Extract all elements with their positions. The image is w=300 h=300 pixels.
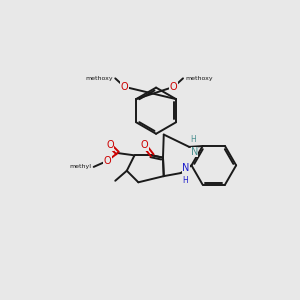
- Text: O: O: [170, 82, 178, 92]
- Text: methoxy: methoxy: [185, 76, 213, 81]
- Text: N: N: [191, 147, 198, 157]
- Text: O: O: [121, 82, 128, 92]
- Text: O: O: [106, 140, 114, 150]
- Text: methoxy: methoxy: [85, 76, 113, 81]
- Text: O: O: [141, 140, 148, 150]
- Text: N: N: [182, 163, 190, 173]
- Text: O: O: [104, 156, 111, 166]
- Text: methyl: methyl: [69, 164, 92, 169]
- Text: H: H: [191, 135, 197, 144]
- Text: H: H: [182, 176, 188, 185]
